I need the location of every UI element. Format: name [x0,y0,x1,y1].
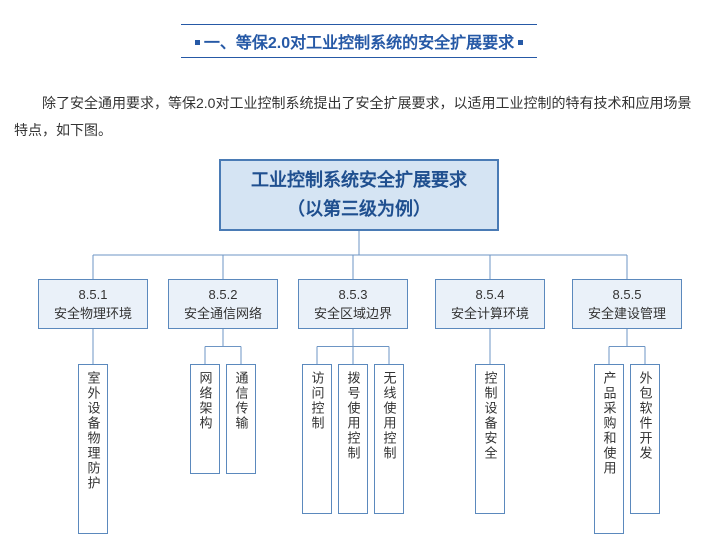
tree-mid-code: 8.5.4 [436,285,544,305]
tree-mid-m3: 8.5.3安全区域边界 [298,279,408,329]
section-heading: 一、等保2.0对工业控制系统的安全扩展要求 [181,24,537,58]
tree-leaf: 室外设备物理防护 [78,364,108,534]
tree-leaf: 拨号使用控制 [338,364,368,514]
tree-mid-m4: 8.5.4安全计算环境 [435,279,545,329]
tree-mid-label: 安全计算环境 [436,304,544,324]
tree-leaf: 控制设备安全 [475,364,505,514]
tree-leaf: 无线使用控制 [374,364,404,514]
tree-leaf: 访问控制 [302,364,332,514]
tree-diagram: 工业控制系统安全扩展要求（以第三级为例） 8.5.1安全物理环境 8.5.2安全通信… [0,159,718,559]
tree-leaf: 产品采购和使用 [594,364,624,534]
tree-mid-code: 8.5.1 [39,285,147,305]
intro-paragraph: 除了安全通用要求，等保2.0对工业控制系统提出了安全扩展要求，以适用工业控制的特… [0,70,718,153]
tree-mid-m2: 8.5.2安全通信网络 [168,279,278,329]
tree-mid-m5: 8.5.5安全建设管理 [572,279,682,329]
tree-mid-code: 8.5.2 [169,285,277,305]
tree-mid-code: 8.5.5 [573,285,681,305]
tree-mid-code: 8.5.3 [299,285,407,305]
tree-root: 工业控制系统安全扩展要求（以第三级为例） [219,159,499,231]
tree-root-line1: 工业控制系统安全扩展要求 [221,166,497,195]
tree-mid-label: 安全物理环境 [39,304,147,324]
tree-mid-label: 安全通信网络 [169,304,277,324]
section-heading-wrap: 一、等保2.0对工业控制系统的安全扩展要求 [0,0,718,70]
tree-leaf: 网络架构 [190,364,220,474]
tree-leaf: 通信传输 [226,364,256,474]
tree-leaf: 外包软件开发 [630,364,660,514]
tree-mid-label: 安全区域边界 [299,304,407,324]
tree-mid-label: 安全建设管理 [573,304,681,324]
tree-mid-m1: 8.5.1安全物理环境 [38,279,148,329]
tree-root-line2: （以第三级为例） [221,195,497,224]
